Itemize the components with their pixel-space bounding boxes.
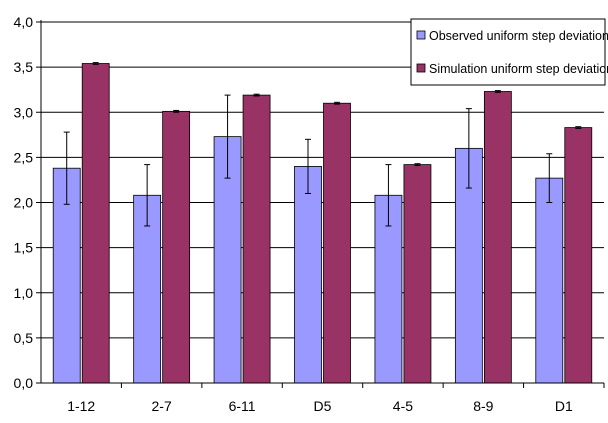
y-tick-label: 2,5 xyxy=(14,149,34,165)
bar-simulation xyxy=(564,127,593,384)
bar-simulation xyxy=(403,164,432,384)
x-tick-labels: 1-12 2-7 6-11 D5 4-5 8-9 D1 xyxy=(67,398,573,414)
bar-simulation xyxy=(162,110,191,384)
y-tick-label: 2,0 xyxy=(14,195,34,211)
x-tick-label: 4-5 xyxy=(393,398,413,414)
y-tick-label: 0,0 xyxy=(14,375,34,391)
y-tick-label: 1,5 xyxy=(14,240,34,256)
y-tick-label: 1,0 xyxy=(14,285,34,301)
y-tick-label: 3,5 xyxy=(14,59,34,75)
x-tick-label: 6-11 xyxy=(229,398,256,414)
legend-swatch-observed xyxy=(416,30,426,40)
axes xyxy=(36,20,605,388)
legend: Observed uniform step deviation Simulati… xyxy=(410,18,608,86)
bar-simulation xyxy=(483,91,512,384)
y-tick-label: 3,0 xyxy=(14,104,34,120)
bar-observed xyxy=(535,177,564,384)
x-tick-label: 1-12 xyxy=(67,398,95,414)
bars-layer xyxy=(52,63,593,384)
legend-label-observed: Observed uniform step deviation xyxy=(429,29,608,43)
x-tick-label: 2-7 xyxy=(152,398,172,414)
bar-observed xyxy=(374,194,403,384)
x-tick-label: 8-9 xyxy=(473,398,493,414)
y-tick-label: 0,5 xyxy=(14,330,34,346)
bar-observed xyxy=(294,165,322,384)
error-bars-layer xyxy=(63,62,582,227)
x-tick-label: D5 xyxy=(314,398,332,414)
legend-swatch-simulation xyxy=(416,63,426,73)
y-tick-label: 4,0 xyxy=(14,14,34,30)
bar-simulation xyxy=(323,102,351,384)
bar-observed xyxy=(133,194,162,384)
bar-simulation xyxy=(242,94,271,384)
bar-simulation xyxy=(81,63,110,384)
y-tick-labels: 0,0 0,5 1,0 1,5 2,0 2,5 3,0 3,5 4,0 xyxy=(14,14,34,391)
legend-box xyxy=(410,18,606,86)
x-tick-label: D1 xyxy=(555,398,573,414)
legend-label-simulation: Simulation uniform step deviation xyxy=(429,62,608,76)
